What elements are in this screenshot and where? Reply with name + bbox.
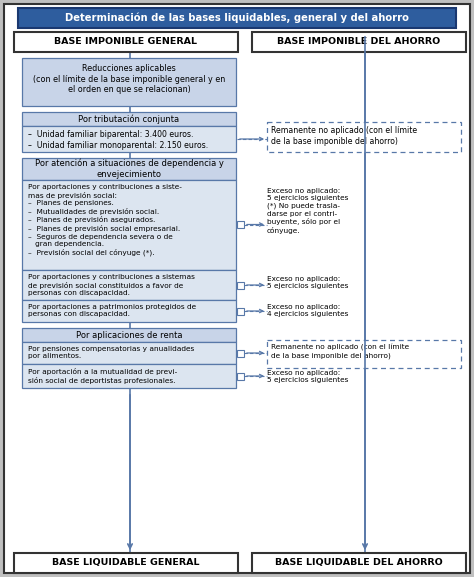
Bar <box>267 340 461 368</box>
Bar <box>252 553 466 573</box>
Bar <box>22 342 236 364</box>
Text: Remanente no aplicado (con el límite
de la base imponible del ahorro): Remanente no aplicado (con el límite de … <box>271 344 409 359</box>
Text: Exceso no aplicado:
5 ejercicios siguientes: Exceso no aplicado: 5 ejercicios siguien… <box>267 276 348 290</box>
Bar <box>237 282 244 288</box>
Text: Por aportación a la mutualidad de previ-
sión social de deportistas profesionale: Por aportación a la mutualidad de previ-… <box>28 368 177 384</box>
Bar <box>14 32 238 52</box>
Bar <box>22 364 236 388</box>
Bar <box>237 373 244 380</box>
Bar <box>22 270 236 300</box>
Text: Exceso no aplicado:
5 ejercicios siguientes
(*) No puede trasla-
darse por el co: Exceso no aplicado: 5 ejercicios siguien… <box>267 188 348 234</box>
Bar <box>22 158 236 180</box>
Bar <box>22 300 236 322</box>
Bar <box>22 180 236 270</box>
Text: Por aportaciones y contribuciones a siste-
mas de previsión social:
–  Planes de: Por aportaciones y contribuciones a sist… <box>28 184 182 256</box>
Text: Por aportaciones y contribuciones a sistemas
de previsión social constituidos a : Por aportaciones y contribuciones a sist… <box>28 274 195 296</box>
Text: Determinación de las bases liquidables, general y del ahorro: Determinación de las bases liquidables, … <box>65 13 409 23</box>
Bar <box>252 32 466 52</box>
Text: BASE LIQUIDABLE GENERAL: BASE LIQUIDABLE GENERAL <box>52 559 200 568</box>
Bar <box>22 58 236 106</box>
Text: Exceso no aplicado:
4 ejercicios siguientes: Exceso no aplicado: 4 ejercicios siguien… <box>267 304 348 317</box>
Text: Por pensiones compensatorias y anualidades
por alimentos.: Por pensiones compensatorias y anualidad… <box>28 346 194 359</box>
Text: Por atención a situaciones de dependencia y
envejecimiento: Por atención a situaciones de dependenci… <box>35 159 223 179</box>
Text: Por aportaciones a patrimonios protegidos de
personas con discapacidad.: Por aportaciones a patrimonios protegido… <box>28 304 196 317</box>
Text: BASE LIQUIDABLE DEL AHORRO: BASE LIQUIDABLE DEL AHORRO <box>275 559 443 568</box>
Text: Remanente no aplicado (con el límite
de la base imponible del ahorro): Remanente no aplicado (con el límite de … <box>271 126 417 146</box>
Bar <box>22 328 236 342</box>
Text: BASE IMPONIBLE DEL AHORRO: BASE IMPONIBLE DEL AHORRO <box>277 38 441 47</box>
Bar <box>237 221 244 228</box>
Text: Reducciones aplicables
(con el límite de la base imponible general y en
el orden: Reducciones aplicables (con el límite de… <box>33 64 225 95</box>
Bar <box>237 350 244 357</box>
Bar <box>22 112 236 126</box>
Text: Por tributación conjunta: Por tributación conjunta <box>78 114 180 123</box>
Bar <box>267 122 461 152</box>
Text: BASE IMPONIBLE GENERAL: BASE IMPONIBLE GENERAL <box>55 38 198 47</box>
Bar <box>22 126 236 152</box>
Bar <box>237 308 244 314</box>
Bar <box>18 8 456 28</box>
Bar <box>14 553 238 573</box>
Text: –  Unidad familiar biparental: 3.400 euros.
–  Unidad familiar monoparental: 2.1: – Unidad familiar biparental: 3.400 euro… <box>28 130 208 150</box>
Text: Por aplicaciones de renta: Por aplicaciones de renta <box>76 331 182 339</box>
Text: Exceso no aplicado:
5 ejercicios siguientes: Exceso no aplicado: 5 ejercicios siguien… <box>267 370 348 383</box>
